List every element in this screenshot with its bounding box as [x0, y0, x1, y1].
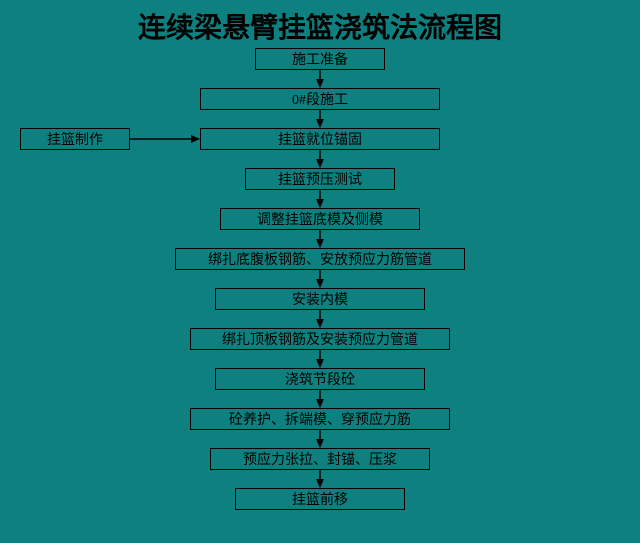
- flow-node-n11: 预应力张拉、封锚、压浆: [210, 448, 430, 470]
- flow-node-n3: 挂篮就位锚固: [200, 128, 440, 150]
- flow-node-n10: 砼养护、拆端模、穿预应力筋: [190, 408, 450, 430]
- flow-node-n12: 挂篮前移: [235, 488, 405, 510]
- flow-node-n9: 浇筑节段砼: [215, 368, 425, 390]
- flow-node-n8: 绑扎顶板钢筋及安装预应力管道: [190, 328, 450, 350]
- flow-node-side: 挂篮制作: [20, 128, 130, 150]
- flow-node-n6: 绑扎底腹板钢筋、安放预应力筋管道: [175, 248, 465, 270]
- flow-node-n5: 调整挂篮底模及侧模: [220, 208, 420, 230]
- flow-node-n4: 挂篮预压测试: [245, 168, 395, 190]
- flowchart-canvas: 连续梁悬臂挂篮浇筑法流程图 施工准备 0#段施工挂篮就位锚固挂篮预压测试调整挂篮底…: [0, 0, 640, 543]
- flow-node-n1: 施工准备: [255, 48, 385, 70]
- flow-node-n7: 安装内模: [215, 288, 425, 310]
- flow-node-n2: 0#段施工: [200, 88, 440, 110]
- chart-title: 连续梁悬臂挂篮浇筑法流程图: [0, 6, 640, 46]
